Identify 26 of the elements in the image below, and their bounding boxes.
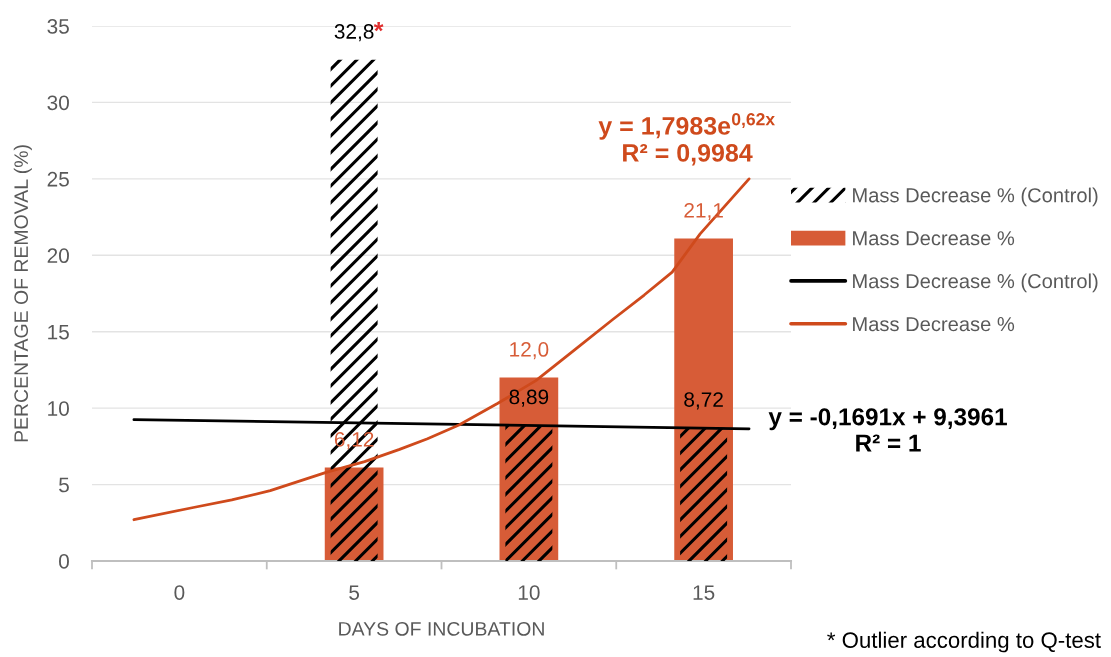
text: * Outlier according to Q-test <box>827 631 1101 653</box>
data-label: 12,0 <box>510 342 549 360</box>
annotation: y = 1,7983e$^{0,62x}$ R² = 0,9984 <box>598 113 775 166</box>
y-tick-label: 20 <box>47 248 69 264</box>
y-axis-title: PERCENTAGE OF REMOVAL (%) <box>13 145 32 442</box>
x-tick-label: 15 <box>693 585 715 600</box>
y-tick-label: 0 <box>59 554 69 569</box>
x-tick-label: 10 <box>518 585 540 600</box>
y-tick-label: 15 <box>48 324 69 340</box>
x-axis-title: DAYS OF INCUBATION <box>339 621 544 636</box>
y-tick-label: 35 <box>47 19 69 34</box>
legend-label: Mass Decrease % <box>853 317 1015 332</box>
legend-label: Mass Decrease % <box>853 231 1015 246</box>
data-label: 32,8 <box>334 24 374 42</box>
x-tick-label: 5 <box>349 585 360 600</box>
y-tick-label: 25 <box>47 171 69 187</box>
y-tick-label: 5 <box>59 477 69 493</box>
annotation: * <box>373 22 384 32</box>
y-tick-label: 30 <box>47 95 69 111</box>
x-tick-label: 0 <box>174 585 185 600</box>
annotation: y = -0,1691x + 9,3961 R² = 1 <box>768 408 1007 452</box>
legend-label: Mass Decrease % (Control) <box>853 273 1098 293</box>
y-tick-label: 10 <box>48 401 69 416</box>
data-label: 8,89 <box>509 389 549 407</box>
legend-label: Mass Decrease % (Control) <box>853 187 1098 207</box>
data-label: 8,72 <box>684 392 723 410</box>
